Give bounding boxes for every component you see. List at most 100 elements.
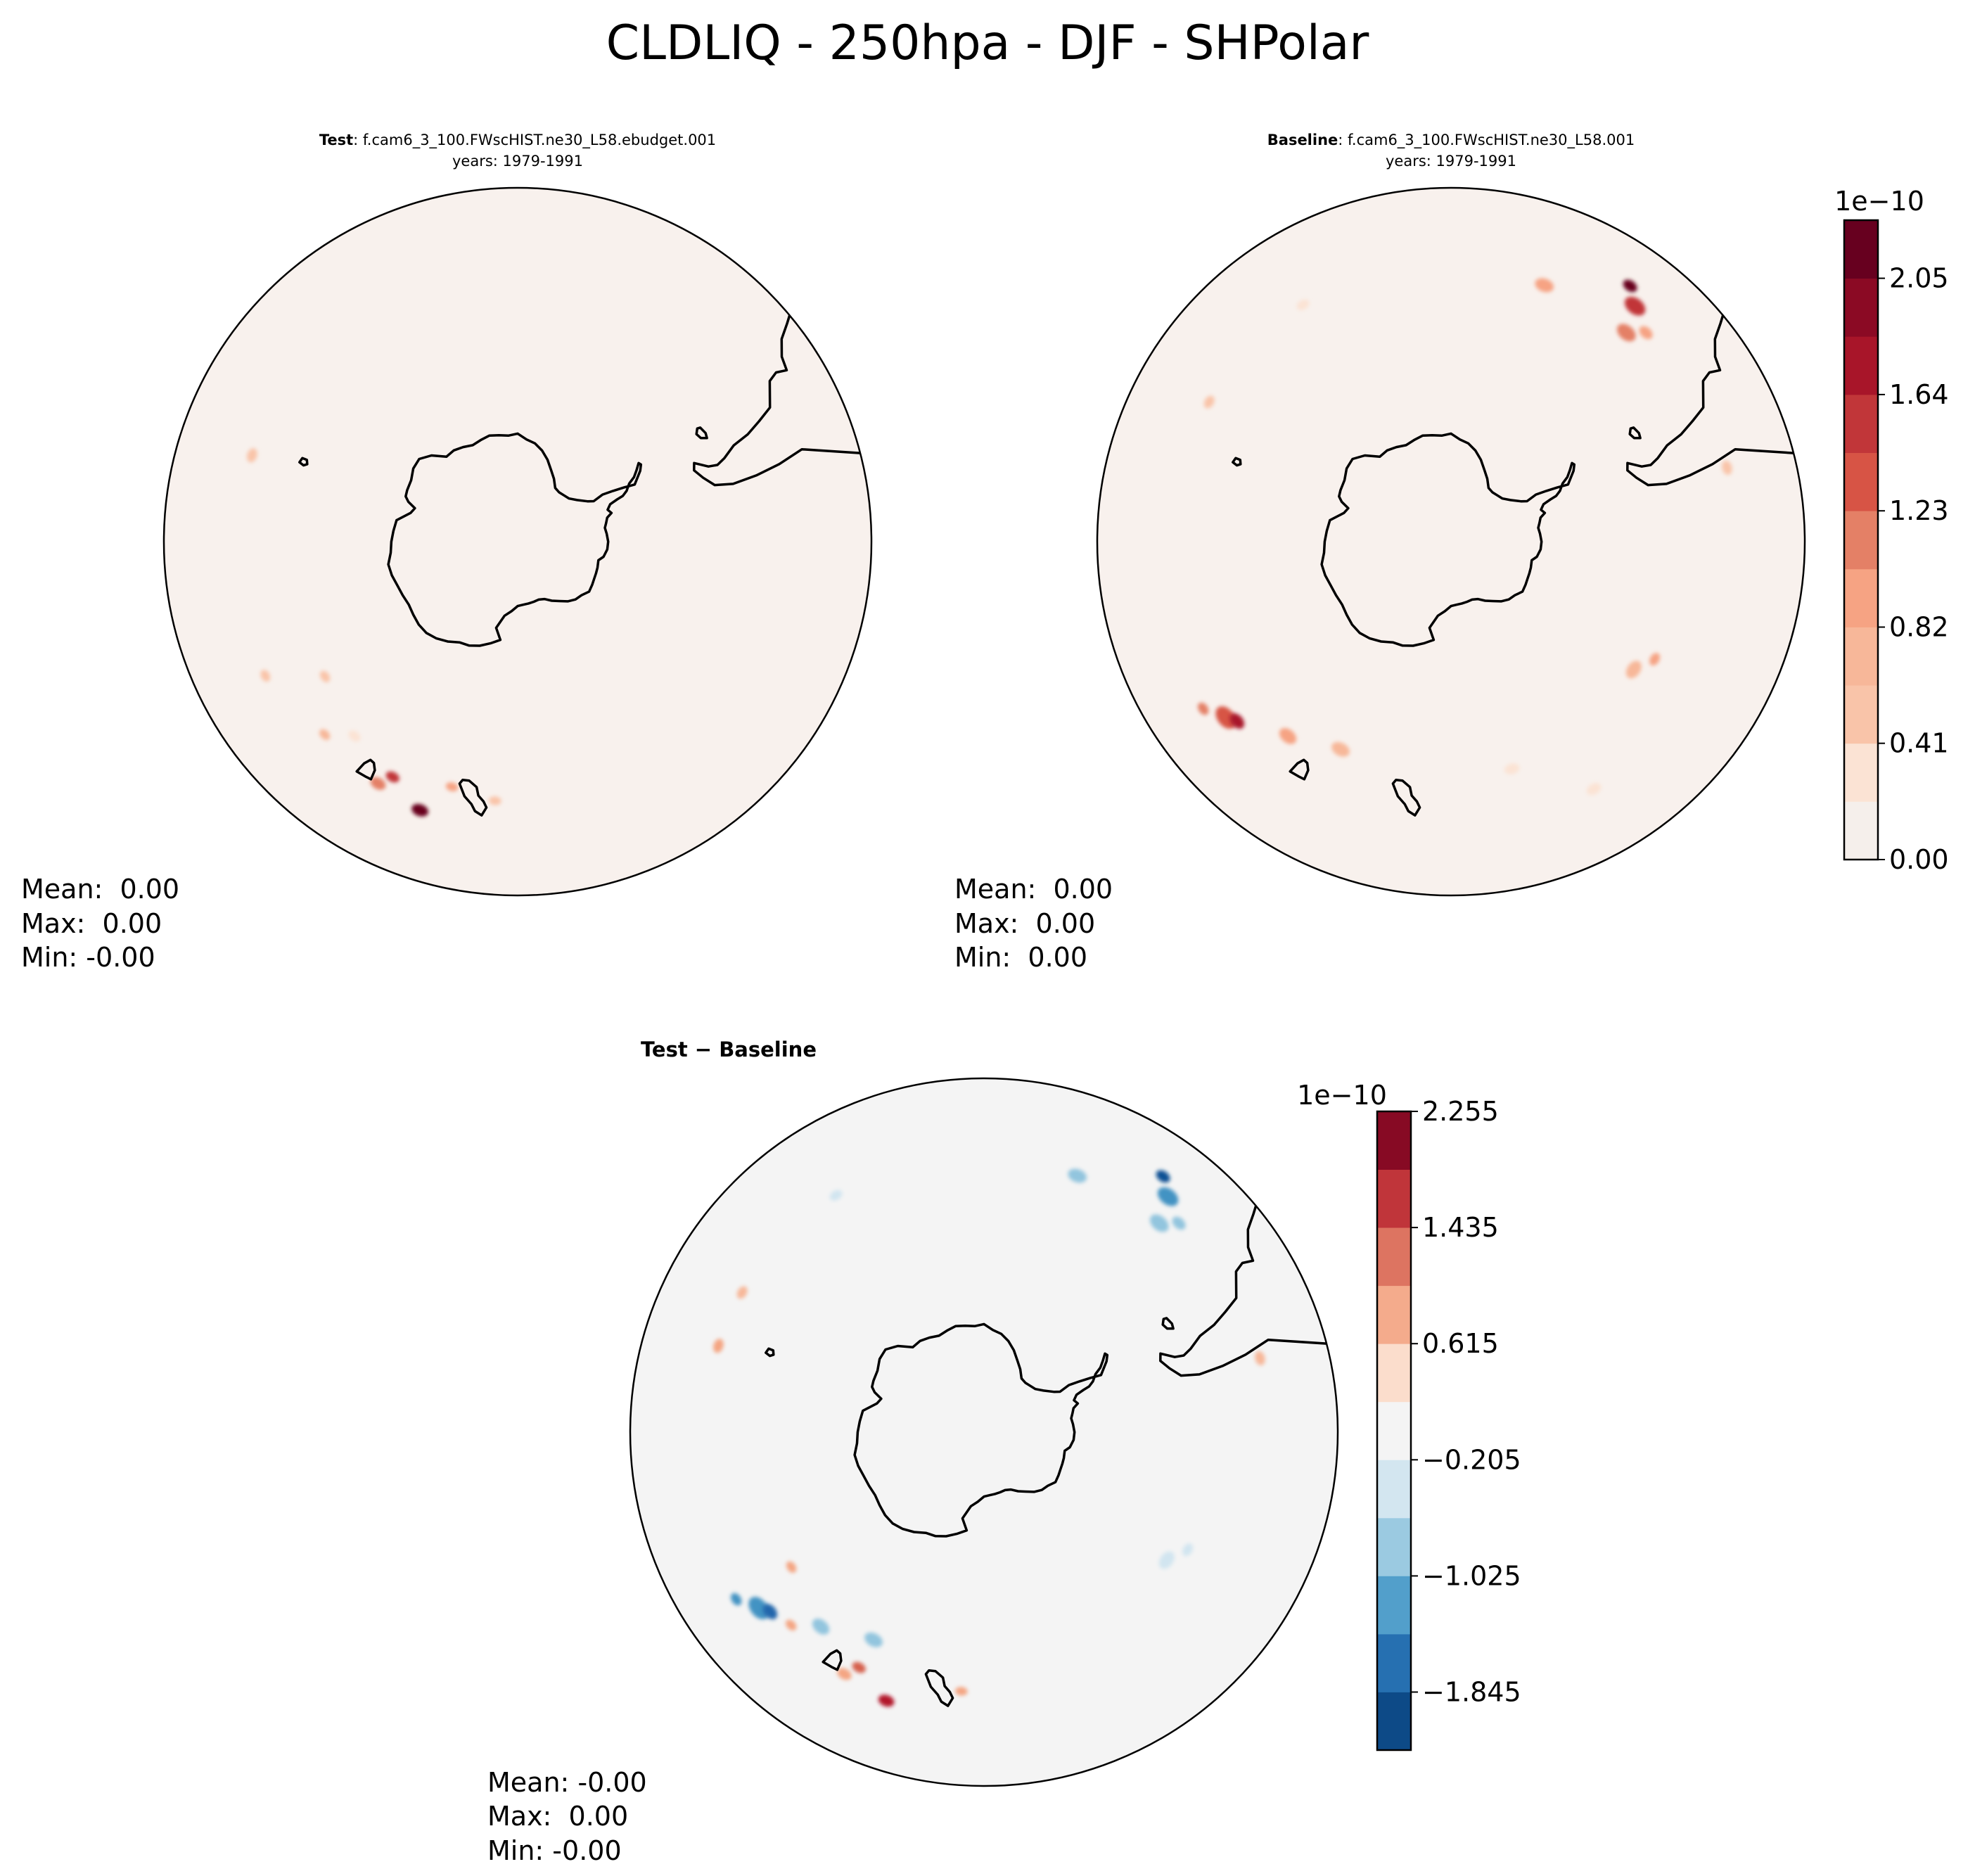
colorbar-fields-band: [1844, 801, 1878, 860]
colorbar-diff-band: [1377, 1111, 1411, 1170]
panel-test-stat-mean: Mean: 0.00: [21, 874, 179, 905]
panel-diff-contours: [713, 1168, 1265, 1707]
panel-diff-coastlines: [765, 1197, 1327, 1707]
colorbar-diff-tick-label: −1.025: [1422, 1560, 1521, 1591]
test-contour-blob: [247, 448, 257, 463]
figure-title: CLDLIQ - 250hpa - DJF - SHPolar: [606, 15, 1369, 71]
baseline-contour-blob: [1331, 741, 1350, 757]
colorbar-diff-exponent: 1e−10: [1297, 1080, 1387, 1111]
test-contour-blob: [319, 729, 331, 740]
baseline-contour-blob: [1586, 783, 1602, 796]
panel-baseline: Baseline: f.cam6_3_100.FWscHIST.ne30_L58…: [954, 132, 1806, 973]
colorbar-diff-band: [1377, 1633, 1411, 1692]
colorbar-fields-band: [1844, 627, 1878, 686]
baseline-contour-blob: [1198, 702, 1209, 715]
diff-contour-blob: [837, 1668, 852, 1680]
panel-baseline-label: Baseline: f.cam6_3_100.FWscHIST.ne30_L58…: [1267, 132, 1635, 149]
panel-test-label: Test: f.cam6_3_100.FWscHIST.ne30_L58.ebu…: [319, 132, 716, 149]
diff-contour-blob: [1068, 1168, 1087, 1183]
colorbar-diff-ticks: 2.255 1.435 0.615 −0.205 −1.025 −1.845: [1411, 1096, 1521, 1708]
diff-coastline-antarctica: [853, 1322, 1109, 1538]
colorbar-diff-band: [1377, 1692, 1411, 1751]
colorbar-diff-tick-label: 0.615: [1422, 1328, 1499, 1359]
colorbar-fields-bands: [1844, 220, 1878, 860]
panel-test-coastlines: [298, 307, 861, 817]
panel-diff-map-background: [630, 1078, 1338, 1786]
diff-contour-blob: [713, 1339, 724, 1353]
colorbar-fields: 1e−10 0.00 0.41 0.82 1.23 1.64 2.05: [1834, 186, 1948, 875]
baseline-contour-blob: [1649, 653, 1661, 666]
panel-baseline-map-border: [1096, 186, 1806, 897]
colorbar-diff-band: [1377, 1460, 1411, 1519]
panel-diff-stat-max: Max: 0.00: [487, 1801, 628, 1832]
panel-diff-label: Test − Baseline: [641, 1038, 817, 1061]
panel-test: Test: f.cam6_3_100.FWscHIST.ne30_L58.ebu…: [21, 132, 873, 973]
panel-baseline-coastlines: [1232, 307, 1794, 817]
diff-contour-blob: [1158, 1551, 1175, 1569]
colorbar-diff-band: [1377, 1576, 1411, 1635]
test-contour-blob: [260, 670, 271, 682]
panel-baseline-years: years: 1979-1991: [1386, 153, 1516, 170]
baseline-contour-blob: [1616, 324, 1636, 342]
panel-test-label-bold: Test: [319, 132, 353, 148]
colorbar-fields-band: [1844, 568, 1878, 627]
test-contour-blob: [488, 796, 501, 805]
test-coastline-south-america: [693, 307, 861, 487]
colorbar-diff-tick-label: 1.435: [1422, 1212, 1499, 1243]
panel-test-map-background: [164, 188, 871, 895]
diff-contour-blob: [812, 1619, 830, 1635]
test-coastline-antarctica: [387, 432, 643, 647]
test-contour-blob: [319, 670, 331, 682]
baseline-contour-blob: [1279, 728, 1297, 744]
panel-test-stat-min: Min: -0.00: [21, 942, 155, 973]
baseline-coastline-antarctica: [1320, 432, 1576, 647]
diff-contour-blob: [736, 1286, 748, 1299]
colorbar-fields-band: [1844, 394, 1878, 453]
colorbar-diff-tick-label: −1.845: [1422, 1677, 1521, 1708]
baseline-contour-blob: [1624, 296, 1646, 316]
baseline-coastline-falklands: [1628, 426, 1642, 440]
diff-coastline-tasmania: [822, 1649, 843, 1671]
panel-diff-map-border: [629, 1077, 1339, 1787]
diff-contour-blob: [762, 1604, 778, 1620]
diff-contour-blob: [1172, 1216, 1186, 1230]
test-contour-blob: [385, 771, 400, 783]
baseline-contour-blob: [1535, 278, 1554, 293]
colorbar-fields-tick-label: 1.23: [1889, 495, 1949, 526]
colorbar-diff-frame: [1376, 1110, 1412, 1751]
panel-test-map-border: [162, 186, 873, 897]
diff-contour-blob: [1156, 1170, 1170, 1183]
colorbar-diff-band: [1377, 1285, 1411, 1344]
test-coastline-new-zealand: [458, 778, 488, 817]
colorbar-fields-band: [1844, 220, 1878, 279]
colorbar-fields-band: [1844, 685, 1878, 744]
colorbar-diff-tick-label: 2.255: [1422, 1096, 1499, 1127]
colorbar-diff-band: [1377, 1517, 1411, 1576]
baseline-contour-blob: [1504, 763, 1520, 774]
baseline-coastline-south-america: [1626, 307, 1794, 487]
colorbar-fields-band: [1844, 743, 1878, 802]
colorbar-fields-tick-label: 0.82: [1889, 612, 1949, 643]
colorbar-diff-band: [1377, 1169, 1411, 1228]
colorbar-diff-band: [1377, 1401, 1411, 1460]
baseline-contour-blob: [1722, 460, 1732, 476]
panel-baseline-stat-mean: Mean: 0.00: [954, 874, 1113, 905]
diff-coastline-falklands: [1161, 1317, 1175, 1330]
panel-baseline-label-bold: Baseline: [1267, 132, 1338, 148]
colorbar-fields-frame: [1843, 219, 1879, 861]
diff-contour-blob: [864, 1632, 883, 1647]
colorbar-diff-band: [1377, 1344, 1411, 1403]
test-contour-blob: [411, 803, 429, 817]
colorbar-fields-tick-label: 0.41: [1889, 728, 1949, 759]
panel-test-stat-max: Max: 0.00: [21, 908, 162, 939]
diff-contour-blob: [731, 1593, 742, 1606]
diff-contour-blob: [786, 1619, 797, 1631]
test-coastline-falklands: [695, 426, 708, 440]
diff-contour-blob: [748, 1597, 769, 1620]
diff-coastline-south-america: [1159, 1197, 1327, 1377]
colorbar-diff: 1e−10 2.255 1.435 0.615 −0.205 −1.025 −1.845: [1297, 1080, 1521, 1751]
baseline-contour-blob: [1215, 706, 1236, 729]
test-contour-blob: [370, 777, 386, 790]
colorbar-fields-band: [1844, 336, 1878, 395]
